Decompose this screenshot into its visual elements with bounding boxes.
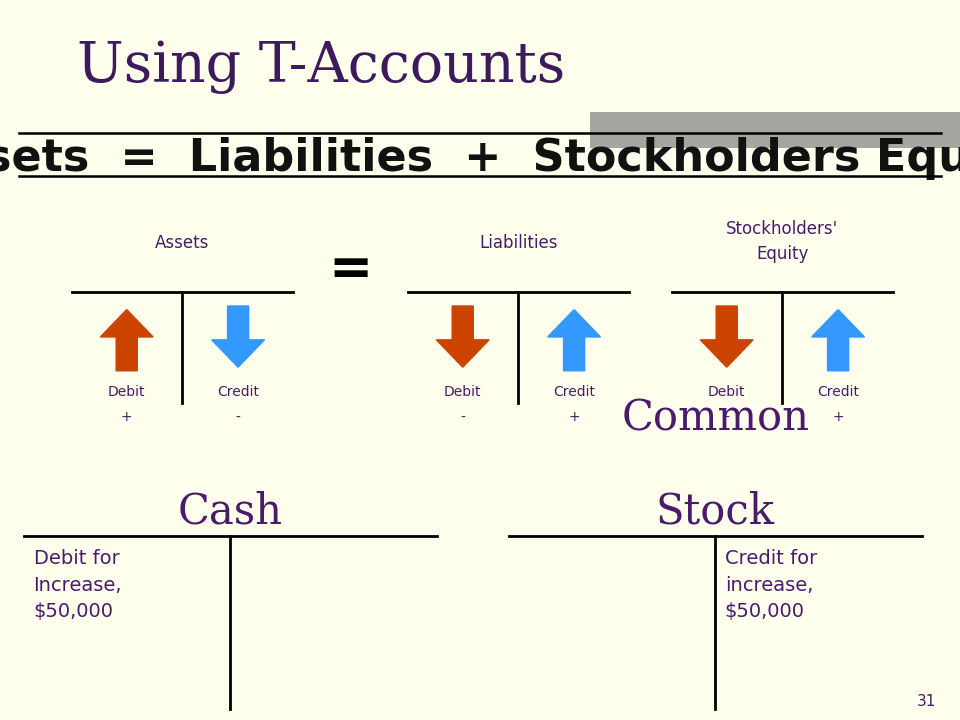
Text: Credit: Credit [217, 385, 259, 399]
FancyArrow shape [101, 310, 154, 371]
FancyArrow shape [812, 310, 864, 371]
Text: Credit: Credit [817, 385, 859, 399]
Text: Equity: Equity [756, 245, 808, 263]
Text: Liabilities: Liabilities [479, 234, 558, 252]
Text: -: - [460, 410, 466, 424]
Text: 31: 31 [917, 694, 936, 709]
Text: -: - [724, 410, 730, 424]
Text: Assets: Assets [156, 234, 209, 252]
FancyArrow shape [211, 306, 264, 367]
Text: +: + [568, 410, 580, 424]
Text: +: + [121, 410, 132, 424]
Text: -: - [235, 410, 241, 424]
Text: Credit for
increase,
$50,000: Credit for increase, $50,000 [725, 549, 817, 621]
Text: Debit: Debit [108, 385, 146, 399]
FancyArrow shape [700, 306, 753, 367]
Text: Debit: Debit [708, 385, 746, 399]
Bar [590, 112, 960, 148]
Text: Using T-Accounts: Using T-Accounts [77, 40, 565, 94]
Text: Assets  =  Liabilities  +  Stockholders Equity: Assets = Liabilities + Stockholders Equi… [0, 137, 960, 180]
Text: Stockholders': Stockholders' [727, 220, 838, 238]
Text: +: + [832, 410, 844, 424]
FancyArrow shape [547, 310, 601, 371]
Text: =: = [328, 244, 372, 296]
Text: Stock: Stock [656, 491, 775, 533]
FancyArrow shape [436, 306, 490, 367]
Text: Cash: Cash [178, 491, 283, 533]
Text: Common: Common [621, 397, 809, 439]
Text: Debit: Debit [444, 385, 482, 399]
Text: Credit: Credit [553, 385, 595, 399]
Text: Debit for
Increase,
$50,000: Debit for Increase, $50,000 [34, 549, 122, 621]
